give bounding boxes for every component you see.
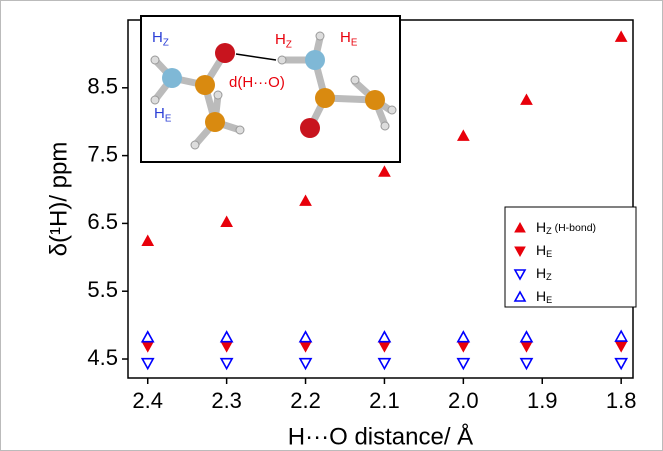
point (614, 357, 629, 371)
point (377, 357, 392, 371)
y-tick-label: 4.5 (87, 345, 118, 370)
y-tick-label: 5.5 (87, 277, 118, 302)
y-tick-label: 8.5 (87, 74, 118, 99)
legend-marker (513, 290, 527, 302)
point (456, 357, 471, 371)
point (378, 165, 391, 177)
point (299, 194, 312, 206)
x-tick-label: 2.4 (132, 388, 163, 413)
inset-label: HZ (152, 29, 169, 48)
point (457, 129, 470, 141)
inset-label: HE (154, 105, 172, 124)
point (456, 330, 471, 343)
x-tick-label: 1.9 (527, 388, 558, 413)
x-tick-label: 1.8 (606, 388, 637, 413)
inset-label: HZ (275, 31, 292, 50)
point (614, 329, 629, 342)
y-tick-label: 7.5 (87, 141, 118, 166)
x-axis-label: H···O distance/ Å (288, 422, 473, 450)
point (520, 93, 533, 105)
legend-label: HE (536, 242, 552, 260)
point (219, 357, 234, 371)
y-tick-label: 6.5 (87, 209, 118, 234)
legend-label: HZ (536, 265, 552, 283)
point (220, 215, 233, 227)
legend-marker (514, 221, 526, 233)
point (141, 234, 155, 246)
x-tick-label: 2.2 (290, 388, 321, 413)
inset (140, 15, 401, 163)
legend-marker (513, 269, 527, 281)
x-tick-label: 2.3 (211, 388, 242, 413)
x-tick-label: 2.0 (448, 388, 479, 413)
inset-label: d(H···O) (229, 74, 285, 91)
point (519, 330, 534, 343)
point (377, 330, 392, 343)
point (219, 330, 234, 343)
point (298, 330, 313, 343)
legend-box (504, 206, 637, 308)
point (298, 357, 313, 371)
point (614, 30, 628, 42)
y-axis-label: δ(¹H)/ ppm (45, 142, 72, 257)
inset-label: HE (340, 29, 358, 48)
legend-label: HE (536, 288, 552, 306)
legend-label: HZ (H-bond) (536, 219, 596, 237)
point (519, 357, 534, 371)
x-tick-label: 2.1 (369, 388, 400, 413)
point (140, 357, 155, 371)
legend-marker (514, 246, 526, 258)
point (140, 330, 155, 343)
